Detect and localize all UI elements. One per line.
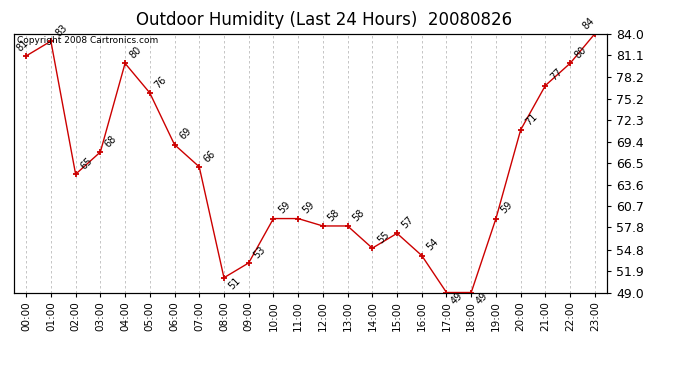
Text: 49: 49 bbox=[449, 291, 465, 306]
Text: 58: 58 bbox=[351, 207, 366, 223]
Text: 53: 53 bbox=[251, 244, 267, 260]
Text: 66: 66 bbox=[202, 148, 218, 164]
Text: 54: 54 bbox=[424, 237, 440, 253]
Text: Copyright 2008 Cartronics.com: Copyright 2008 Cartronics.com bbox=[17, 36, 158, 45]
Text: 55: 55 bbox=[375, 230, 391, 245]
Text: 80: 80 bbox=[128, 45, 144, 60]
Text: 83: 83 bbox=[54, 22, 70, 38]
Text: 76: 76 bbox=[152, 74, 168, 90]
Text: 58: 58 bbox=[326, 207, 342, 223]
Text: 69: 69 bbox=[177, 126, 193, 142]
Text: 71: 71 bbox=[524, 111, 540, 127]
Text: 81: 81 bbox=[15, 38, 31, 53]
Text: 59: 59 bbox=[276, 200, 292, 216]
Text: 65: 65 bbox=[79, 156, 95, 171]
Text: 57: 57 bbox=[400, 214, 416, 231]
Text: 68: 68 bbox=[103, 134, 119, 149]
Text: 49: 49 bbox=[474, 291, 490, 306]
Text: 59: 59 bbox=[301, 200, 317, 216]
Text: 80: 80 bbox=[573, 45, 589, 60]
Text: 84: 84 bbox=[581, 15, 597, 31]
Text: 51: 51 bbox=[227, 276, 243, 292]
Text: 77: 77 bbox=[548, 67, 564, 83]
Text: Outdoor Humidity (Last 24 Hours)  20080826: Outdoor Humidity (Last 24 Hours) 2008082… bbox=[136, 11, 513, 29]
Text: 59: 59 bbox=[499, 200, 515, 216]
